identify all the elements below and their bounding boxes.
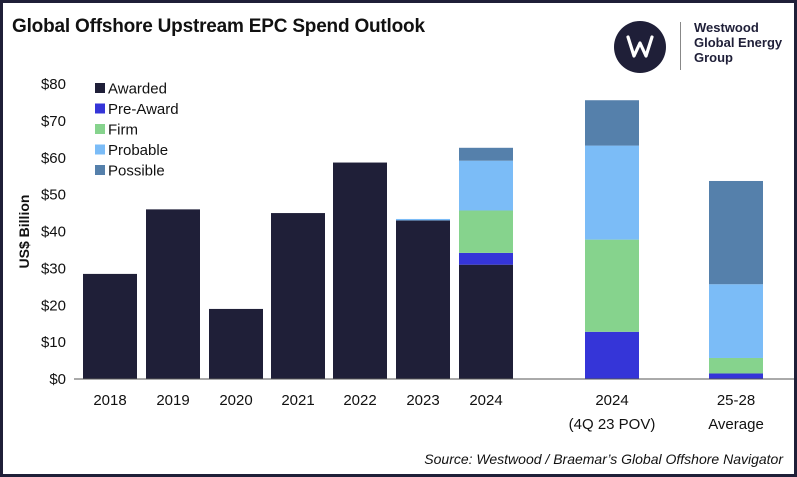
bar-segment-awarded <box>146 209 200 379</box>
bar-segment-possible <box>709 180 763 285</box>
bar-segment-firm <box>585 239 639 332</box>
bar-segment-awarded <box>333 162 387 379</box>
legend-swatch <box>95 103 105 114</box>
company-logo-text: Westwood Global Energy Group <box>694 20 782 65</box>
y-tick-label: $10 <box>41 334 66 351</box>
bar-segment-possible <box>585 100 639 146</box>
source-note: Source: Westwood / Braemar’s Global Offs… <box>424 451 783 467</box>
bar-segment-pre-award <box>585 331 639 379</box>
x-tick-label: 2024 <box>469 392 502 409</box>
bar-segment-pre-award <box>709 373 763 379</box>
x-tick-label: 2024 <box>595 392 628 409</box>
y-tick-label: $20 <box>41 297 66 314</box>
bar-segment-firm <box>459 210 513 253</box>
bar-segment-pre-award <box>459 252 513 265</box>
bar-segment-awarded <box>271 213 325 379</box>
y-tick-label: $80 <box>41 76 66 93</box>
x-tick-label: (4Q 23 POV) <box>569 416 656 433</box>
legend-label: Pre-Award <box>108 101 179 118</box>
logo-line-1: Westwood <box>694 20 759 35</box>
bar-segment-probable <box>585 145 639 240</box>
x-tick-label: Average <box>708 416 764 433</box>
bar-segment-probable <box>709 284 763 358</box>
legend-label: Probable <box>108 142 168 159</box>
legend-label: Awarded <box>108 81 167 98</box>
y-tick-label: $60 <box>41 150 66 167</box>
x-tick-label: 25-28 <box>717 392 755 409</box>
legend-label: Firm <box>108 122 138 139</box>
y-tick-label: $0 <box>49 371 66 388</box>
y-tick-label: $40 <box>41 224 66 241</box>
bar-segment-possible <box>459 147 513 161</box>
logo-divider <box>680 22 681 70</box>
logo-line-3: Group <box>694 50 733 65</box>
x-tick-label: 2022 <box>343 392 376 409</box>
legend-swatch <box>95 144 105 155</box>
bar-segment-awarded <box>209 308 263 379</box>
bar-segment-firm <box>709 357 763 374</box>
x-tick-label: 2021 <box>281 392 314 409</box>
y-tick-label: $70 <box>41 113 66 130</box>
x-tick-label: 2023 <box>406 392 439 409</box>
y-tick-label: $50 <box>41 187 66 204</box>
x-tick-label: 2019 <box>156 392 189 409</box>
legend-swatch <box>95 83 105 93</box>
x-tick-label: 2018 <box>93 392 126 409</box>
bar-segment-awarded <box>396 220 450 379</box>
legend-swatch <box>95 165 105 175</box>
westwood-w-logo-icon <box>614 21 666 73</box>
logo-line-2: Global Energy <box>694 35 783 50</box>
chart-title: Global Offshore Upstream EPC Spend Outlo… <box>12 16 425 37</box>
legend-label: Possible <box>108 163 165 180</box>
x-tick-label: 2020 <box>219 392 252 409</box>
bar-segment-probable <box>459 160 513 211</box>
bar-segment-awarded <box>83 273 137 379</box>
bar-segment-probable <box>396 218 450 221</box>
legend-swatch <box>95 124 105 134</box>
y-axis-label: US$ Billion <box>16 195 32 269</box>
bar-segment-awarded <box>459 264 513 379</box>
y-tick-label: $30 <box>41 260 66 277</box>
